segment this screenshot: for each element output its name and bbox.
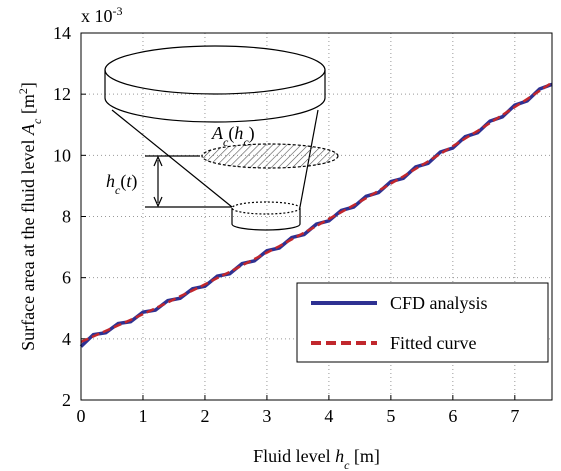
x-tick-label: 5 <box>386 406 395 426</box>
legend-label: Fitted curve <box>390 333 476 353</box>
x-tick-label: 2 <box>200 406 209 426</box>
annotation-part: ( <box>228 123 234 144</box>
annotation-part: ) <box>249 123 255 144</box>
legend-label: CFD analysis <box>390 293 488 313</box>
x-tick-label: 3 <box>262 406 271 426</box>
y-axis-label: Surface area at the fluid level Ac [m2] <box>16 82 44 351</box>
data-line <box>80 81 553 344</box>
y-axis-label-part: Surface area at the fluid level <box>18 135 38 351</box>
y-axis-label-part: A <box>18 123 38 136</box>
axis-multiplier-part: x 10 <box>81 6 113 26</box>
y-tick-label: 2 <box>62 390 71 410</box>
x-axis-label-part: Fluid level <box>253 446 335 466</box>
y-tick-label: 6 <box>62 268 71 288</box>
annotation-part: c <box>223 135 229 149</box>
y-tick-label: 8 <box>62 207 71 227</box>
annotation-part: ( <box>120 171 126 192</box>
annotation-part: A <box>211 123 224 143</box>
y-tick-label: 10 <box>53 145 71 165</box>
x-axis-label-part: c <box>344 458 350 471</box>
plot-frame <box>80 32 553 401</box>
axis-multiplier-part: -3 <box>113 4 123 18</box>
x-tick-label: 6 <box>448 406 457 426</box>
y-tick-label: 14 <box>53 23 71 43</box>
tank-diagram <box>104 45 339 231</box>
annotation-part: h <box>234 123 243 143</box>
y-axis-label-part: ] <box>18 82 38 88</box>
annotation-part: c <box>115 183 121 197</box>
x-axis-label: Fluid level hc [m] <box>253 446 380 471</box>
legend-box <box>296 282 549 363</box>
annotation-part: t <box>126 171 132 191</box>
x-tick-label: 0 <box>77 406 86 426</box>
y-axis-label-part: c <box>30 118 44 124</box>
x-axis-label-part: [m] <box>349 446 380 466</box>
legend: CFD analysis Fitted curve <box>296 282 549 363</box>
annotation-part: c <box>243 135 249 149</box>
annotation: Ac(hc) <box>211 123 255 149</box>
annotation-part: ) <box>131 171 137 192</box>
annotation-part: h <box>106 171 115 191</box>
y-tick-label: 4 <box>62 329 71 349</box>
x-tick-label: 7 <box>510 406 519 426</box>
axis-multiplier: x 10-3 <box>81 4 123 26</box>
x-axis-label-part: h <box>335 446 344 466</box>
x-tick-label: 1 <box>138 406 147 426</box>
annotation: hc(t) <box>106 171 137 197</box>
y-axis-label-part: [m <box>18 94 38 119</box>
y-tick-label: 12 <box>53 84 71 104</box>
x-tick-label: 4 <box>324 406 333 426</box>
y-axis-label-part: 2 <box>16 88 30 94</box>
